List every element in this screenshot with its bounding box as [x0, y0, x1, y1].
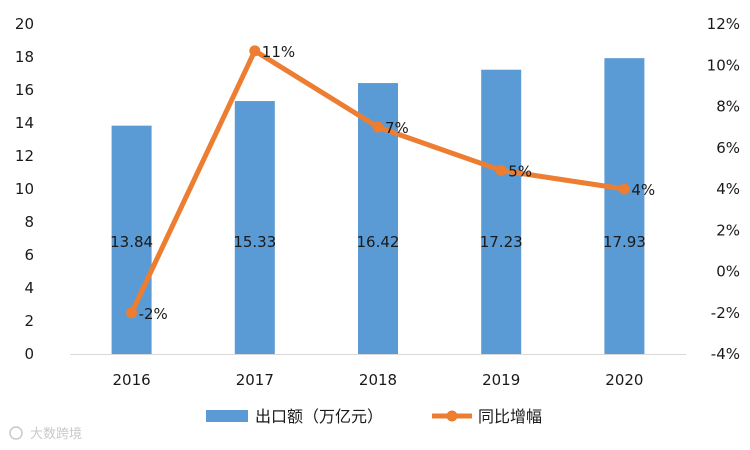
legend-line-marker — [446, 410, 458, 422]
right-tick-label: 8% — [716, 98, 740, 116]
right-tick-label: -4% — [711, 345, 740, 363]
bar-value-label: 15.33 — [233, 233, 276, 251]
legend-line-label: 同比增幅 — [478, 407, 542, 426]
x-tick-label: 2017 — [236, 371, 274, 389]
right-tick-label: 2% — [716, 221, 740, 239]
x-axis-ticks: 2016 2017 2018 2019 2020 — [113, 371, 644, 389]
line-point — [495, 164, 507, 176]
watermark-logo-icon — [9, 426, 23, 440]
x-tick-label: 2020 — [605, 371, 643, 389]
left-tick-label: 12 — [15, 147, 34, 165]
line-point — [126, 307, 138, 319]
left-tick-label: 4 — [24, 279, 34, 297]
line-value-label: 5% — [508, 162, 532, 180]
watermark: 大数跨境 — [9, 426, 82, 442]
left-tick-label: 18 — [15, 48, 34, 66]
bar-value-label: 17.23 — [480, 233, 523, 251]
right-tick-label: 4% — [716, 180, 740, 198]
right-tick-label: 6% — [716, 139, 740, 157]
left-tick-label: 20 — [15, 15, 34, 33]
right-tick-label: 0% — [716, 263, 740, 281]
line-series — [126, 45, 630, 319]
left-tick-label: 8 — [24, 213, 34, 231]
left-tick-label: 10 — [15, 180, 34, 198]
left-tick-label: 0 — [24, 345, 34, 363]
bar — [604, 58, 645, 354]
legend-bar-label: 出口额（万亿元） — [255, 407, 383, 426]
watermark-text: 大数跨境 — [30, 427, 82, 442]
line-value-label: 4% — [631, 181, 655, 199]
x-tick-label: 2018 — [359, 371, 397, 389]
right-tick-label: -2% — [711, 304, 740, 322]
left-tick-label: 14 — [15, 114, 34, 132]
line-value-label: 11% — [262, 43, 295, 61]
left-tick-label: 2 — [24, 312, 34, 330]
x-tick-label: 2019 — [482, 371, 520, 389]
left-tick-label: 16 — [15, 81, 34, 99]
legend: 出口额（万亿元） 同比增幅 — [206, 407, 542, 426]
line-point — [249, 45, 261, 57]
right-tick-label: 12% — [707, 15, 740, 33]
legend-bar-swatch — [206, 410, 248, 422]
line-value-label: 7% — [385, 119, 409, 137]
bar — [234, 101, 275, 355]
bar-value-label: 17.93 — [603, 233, 646, 251]
bar — [481, 69, 522, 354]
bar-value-label: 13.84 — [110, 233, 153, 251]
bar-data-labels: 13.84 15.33 16.42 17.23 17.93 — [110, 233, 646, 251]
line-value-label: -2% — [139, 305, 168, 323]
left-axis-ticks: 0 2 4 6 8 10 12 14 16 18 20 — [15, 15, 34, 363]
bar-value-label: 16.42 — [357, 233, 400, 251]
line-point — [372, 121, 384, 133]
right-axis-ticks: -4% -2% 0% 2% 4% 6% 8% 10% 12% — [707, 15, 740, 363]
bar-series — [111, 58, 645, 355]
right-tick-label: 10% — [707, 56, 740, 74]
line-point — [618, 183, 630, 195]
line-data-labels: -2% 11% 7% 5% 4% — [139, 43, 656, 323]
left-tick-label: 6 — [24, 246, 34, 264]
x-tick-label: 2016 — [113, 371, 151, 389]
